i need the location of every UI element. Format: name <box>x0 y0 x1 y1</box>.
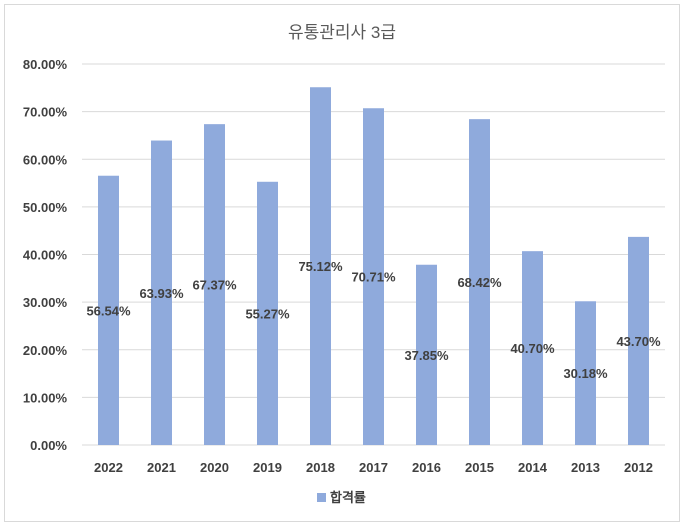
x-tick-label: 2018 <box>306 460 335 475</box>
y-axis-ticks: 0.00% 10.00% 20.00% 30.00% 40.00% 50.00% 60.00… <box>23 57 68 453</box>
data-label: 37.85% <box>404 348 449 363</box>
data-label: 70.71% <box>351 270 396 285</box>
x-axis-ticks: 2022 2021 2020 2019 2018 2017 2016 2015 2014 2013… <box>94 460 653 475</box>
data-label: 63.93% <box>139 286 184 301</box>
x-tick-label: 2021 <box>147 460 176 475</box>
x-tick-label: 2020 <box>200 460 229 475</box>
x-tick-label: 2017 <box>359 460 388 475</box>
x-tick-label: 2014 <box>518 460 548 475</box>
y-tick-label: 10.00% <box>23 390 68 405</box>
data-label: 67.37% <box>192 278 237 293</box>
x-tick-label: 2019 <box>253 460 282 475</box>
legend-entry: 합격률 <box>330 490 366 505</box>
bar <box>416 264 437 445</box>
bar <box>363 108 384 445</box>
y-tick-label: 40.00% <box>23 248 68 263</box>
data-label: 68.42% <box>457 275 502 290</box>
bar <box>628 236 649 445</box>
bar <box>522 251 543 445</box>
y-tick-label: 60.00% <box>23 152 68 167</box>
x-tick-label: 2013 <box>571 460 600 475</box>
bar <box>310 87 331 445</box>
data-label: 55.27% <box>245 306 290 321</box>
bar <box>204 124 225 445</box>
data-label: 30.18% <box>563 366 608 381</box>
data-label: 43.70% <box>616 334 661 349</box>
bar <box>469 119 490 445</box>
legend: 합격률 <box>317 490 366 505</box>
bar <box>151 140 172 445</box>
x-tick-label: 2016 <box>412 460 441 475</box>
bar <box>257 181 278 446</box>
y-tick-label: 30.00% <box>23 295 68 310</box>
y-tick-label: 50.00% <box>23 200 68 215</box>
legend-swatch <box>317 493 326 502</box>
x-tick-label: 2015 <box>465 460 494 475</box>
data-label: 56.54% <box>86 303 131 318</box>
y-tick-label: 20.00% <box>23 343 68 358</box>
bar <box>98 175 119 445</box>
data-label: 40.70% <box>510 341 555 356</box>
bar <box>575 301 596 445</box>
y-tick-label: 0.00% <box>30 438 67 453</box>
x-tick-label: 2022 <box>94 460 123 475</box>
chart-title: 유통관리사 3급 <box>288 23 396 42</box>
y-tick-label: 80.00% <box>23 57 68 72</box>
data-label: 75.12% <box>298 259 343 274</box>
y-tick-label: 70.00% <box>23 105 68 120</box>
bars <box>98 87 649 446</box>
data-labels: 56.54% 63.93% 67.37% 55.27% 75.12% 70.71% 37.8… <box>86 259 661 381</box>
x-tick-label: 2012 <box>624 460 653 475</box>
